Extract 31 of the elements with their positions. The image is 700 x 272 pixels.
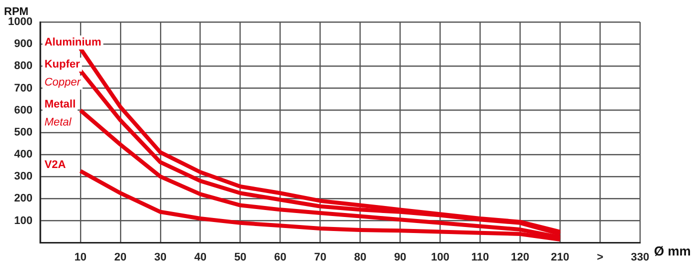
x-axis-title: Ø mm	[654, 243, 691, 258]
x-tick-label: 90	[394, 251, 406, 264]
y-tick-label: 1000	[8, 16, 32, 28]
y-tick-label: 200	[14, 192, 32, 205]
y-tick-label: 500	[14, 126, 32, 138]
x-tick-label: 40	[194, 251, 206, 264]
y-axis-title: RPM	[4, 6, 28, 18]
y-tick-label: 900	[14, 38, 32, 50]
y-tick-label: 300	[14, 170, 32, 183]
series-label: Aluminium	[44, 36, 102, 49]
x-tick-label: 20	[114, 251, 127, 264]
y-tick-label: 600	[14, 104, 32, 116]
x-tick-label: 210	[550, 251, 570, 264]
x-tick-label: 10	[74, 251, 87, 264]
x-tick-label: 330	[630, 251, 650, 264]
x-tick-label: 60	[274, 251, 286, 264]
y-tick-label: 400	[14, 148, 32, 161]
x-tick-label: 110	[471, 251, 489, 264]
x-tick-label: 100	[430, 251, 450, 264]
x-tick-label: 70	[314, 251, 326, 264]
x-tick-label: 120	[510, 251, 530, 264]
series-label: V2A	[44, 159, 66, 172]
series-label: Metall Metal	[44, 98, 76, 128]
x-tick-label: 80	[354, 251, 366, 264]
series-label: Kupfer Copper	[44, 58, 82, 89]
y-tick-label: 700	[14, 82, 32, 94]
y-tick-label: 800	[14, 60, 32, 72]
x-tick-label: >	[596, 251, 604, 264]
y-tick-label: 100	[14, 214, 32, 227]
x-tick-label: 50	[234, 251, 246, 264]
x-tick-label: 30	[154, 251, 166, 264]
